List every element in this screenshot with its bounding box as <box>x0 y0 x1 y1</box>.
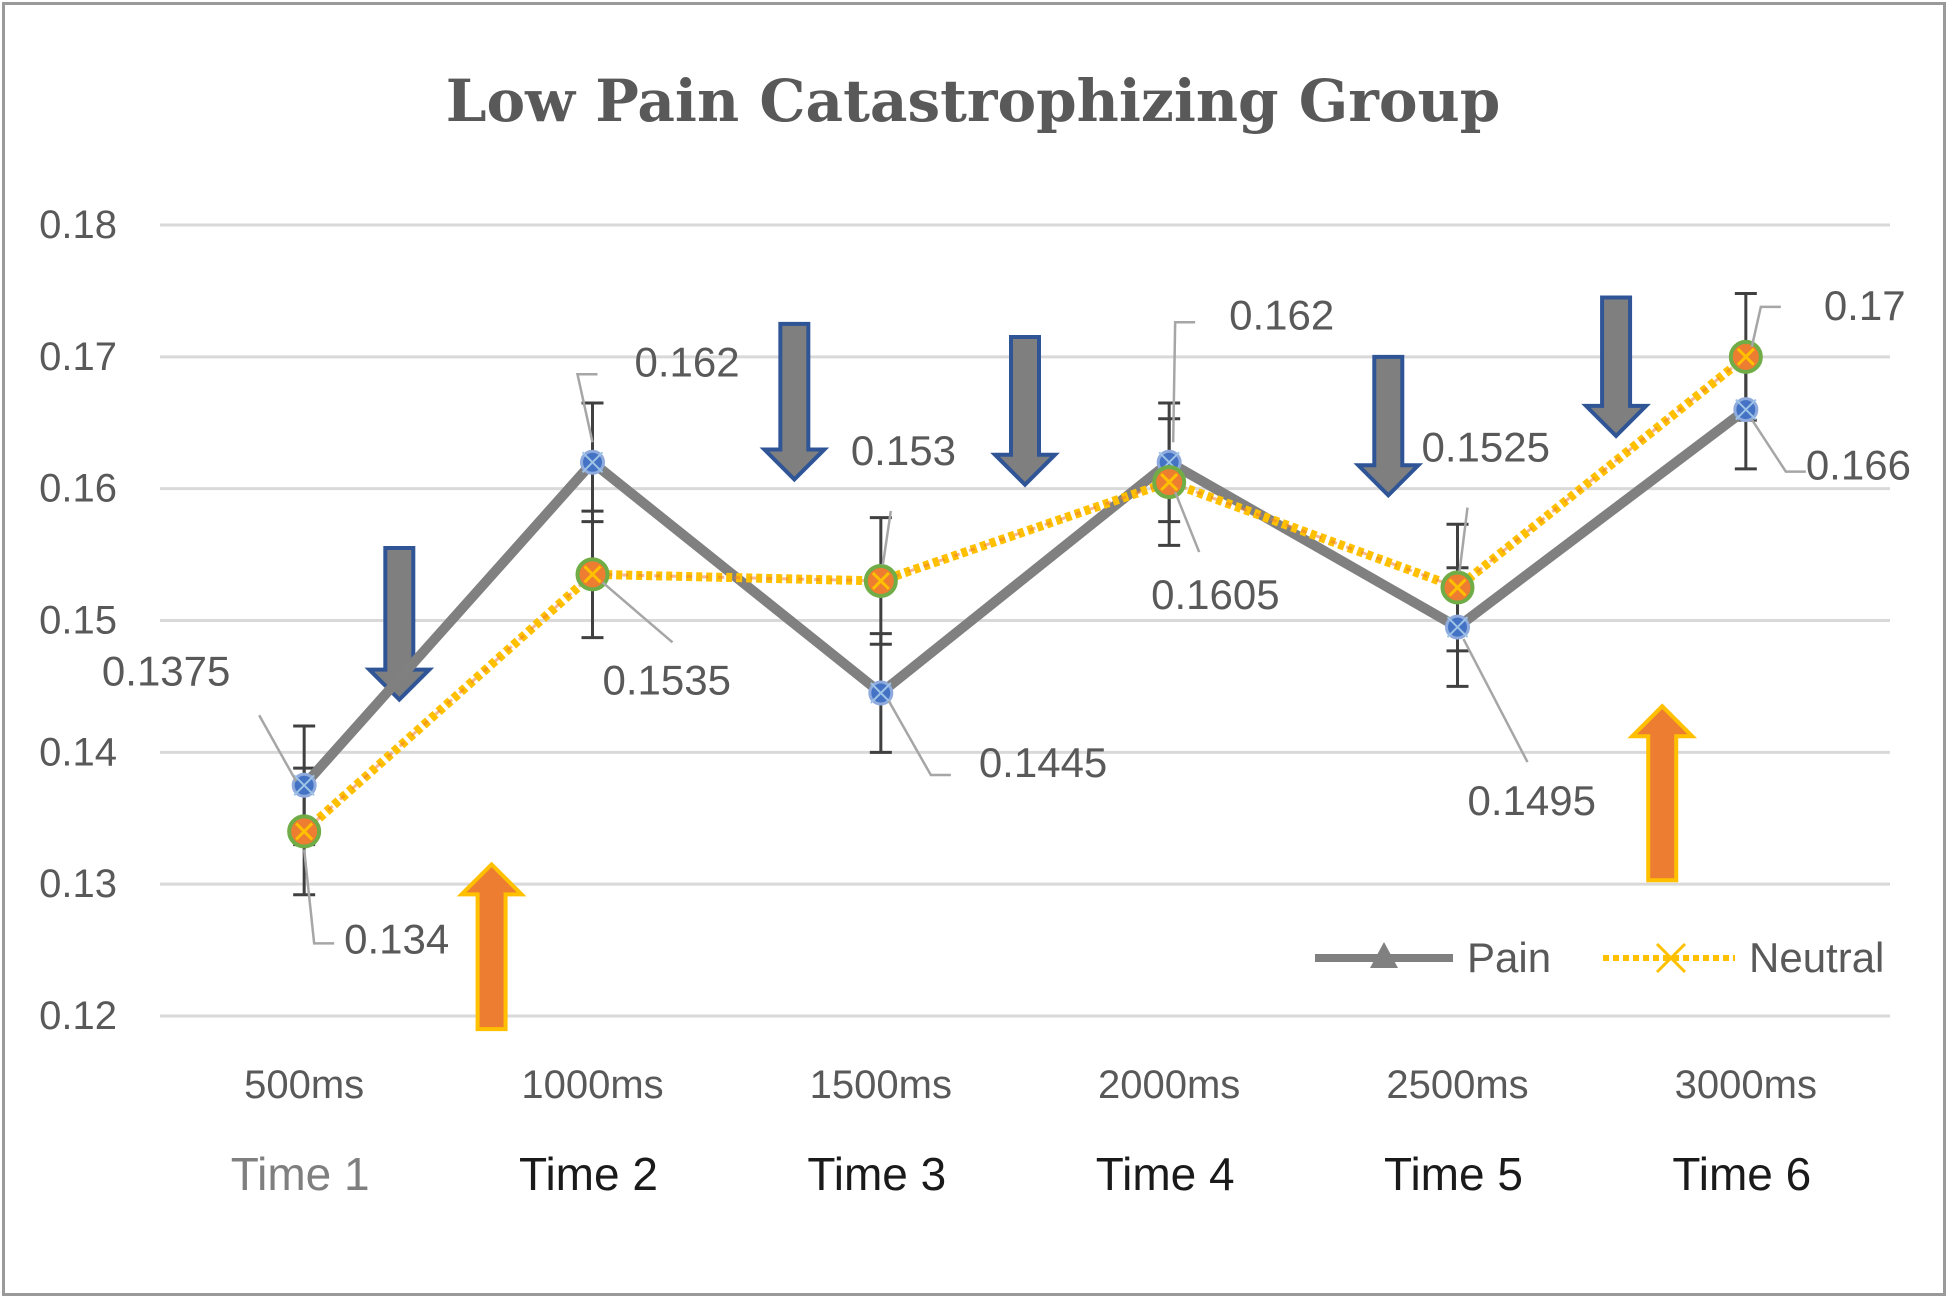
legend-pain-label: Pain <box>1467 934 1551 981</box>
data-label: 0.153 <box>851 427 956 474</box>
data-label: 0.166 <box>1806 442 1911 489</box>
y-tick-label: 0.17 <box>39 335 117 379</box>
label-leader-line <box>1750 305 1781 348</box>
time-label: Time 4 <box>1096 1148 1235 1200</box>
data-labels: 0.1375 0.162 0.1445 0.162 0.1495 0.166 0.134 0.… <box>102 282 1911 963</box>
up-arrow-icon <box>456 861 527 1032</box>
time-label: Time 2 <box>519 1148 658 1200</box>
x-tick-label: 2500ms <box>1386 1063 1528 1107</box>
x-axis-ticks: 500ms Time 1 1000ms Time 2 1500ms Time 3 2000m… <box>231 1063 1817 1200</box>
down-arrow-icon <box>759 321 830 483</box>
neutral-marker-cross <box>583 565 602 584</box>
label-leader-line <box>887 700 951 777</box>
data-label: 0.162 <box>635 338 740 385</box>
data-label: 0.162 <box>1229 291 1334 338</box>
label-leader-line <box>881 510 893 566</box>
data-label: 0.1525 <box>1422 424 1550 471</box>
data-label: 0.1605 <box>1151 571 1279 618</box>
data-label: 0.1375 <box>102 647 230 694</box>
neutral-series-line-accent <box>303 355 1747 833</box>
data-label: 0.134 <box>344 915 449 962</box>
label-leader-line <box>258 714 298 782</box>
down-arrow-icon <box>364 545 435 703</box>
x-tick-label: 500ms <box>244 1063 364 1107</box>
up-arrow-icon <box>1627 703 1698 883</box>
time-label: Time 1 <box>231 1148 370 1200</box>
x-tick-label: 2000ms <box>1098 1063 1240 1107</box>
y-tick-label: 0.16 <box>39 467 117 511</box>
label-leader-line <box>575 373 598 443</box>
data-label: 0.1495 <box>1468 777 1596 824</box>
label-leader-line <box>1174 491 1201 553</box>
time-label: Time 6 <box>1672 1148 1811 1200</box>
y-tick-label: 0.12 <box>39 994 117 1038</box>
y-tick-label: 0.15 <box>39 599 117 643</box>
y-axis-ticks: 0.12 0.13 0.14 0.15 0.16 0.17 0.18 <box>39 203 117 1038</box>
legend-pain-triangle-icon <box>1370 942 1398 968</box>
time-label: Time 3 <box>807 1148 946 1200</box>
label-leader-line <box>601 581 674 644</box>
x-tick-label: 1500ms <box>810 1063 952 1107</box>
neutral-marker-cross <box>295 822 314 841</box>
data-label: 0.1445 <box>979 739 1107 786</box>
y-tick-label: 0.13 <box>39 862 117 906</box>
label-leader-line <box>1171 321 1196 443</box>
x-tick-label: 3000ms <box>1675 1063 1817 1107</box>
down-arrow-icon <box>1353 354 1424 499</box>
chart-title: Low Pain Catastrophizing Group <box>446 67 1501 135</box>
neutral-marker-cross <box>1736 347 1755 366</box>
down-arrow-icon <box>1581 295 1651 439</box>
label-leader-line <box>1462 638 1529 763</box>
neutral-marker-cross <box>1160 473 1179 492</box>
pain-marker-cross <box>293 774 315 796</box>
pain-marker-cross <box>1735 398 1757 421</box>
pain-series-line <box>300 405 1749 789</box>
y-tick-label: 0.18 <box>39 203 117 247</box>
series-lines <box>300 353 1749 835</box>
pain-marker-cross <box>581 451 604 474</box>
x-tick-label: 1000ms <box>521 1063 663 1107</box>
legend-neutral-cross-icon <box>1655 942 1687 974</box>
neutral-marker-cross <box>1448 578 1467 597</box>
legend-neutral-label: Neutral <box>1749 934 1884 981</box>
label-leader-line <box>1750 418 1806 473</box>
pain-marker-cross <box>1446 616 1469 638</box>
line-chart: Low Pain Catastrophizing Group 0.120.130… <box>39 67 1911 1200</box>
label-leader-line <box>1458 507 1469 572</box>
legend: Pain Neutral <box>1315 934 1884 981</box>
annotation-arrows <box>364 295 1698 1032</box>
data-label: 0.17 <box>1824 282 1906 329</box>
data-label: 0.1535 <box>603 656 731 703</box>
series-markers <box>287 339 1763 849</box>
y-tick-label: 0.14 <box>39 730 117 774</box>
down-arrow-icon <box>990 335 1060 488</box>
neutral-marker-cross <box>871 571 890 591</box>
pain-marker-cross <box>870 682 892 704</box>
time-label: Time 5 <box>1384 1148 1523 1200</box>
label-leader-line <box>302 849 335 945</box>
